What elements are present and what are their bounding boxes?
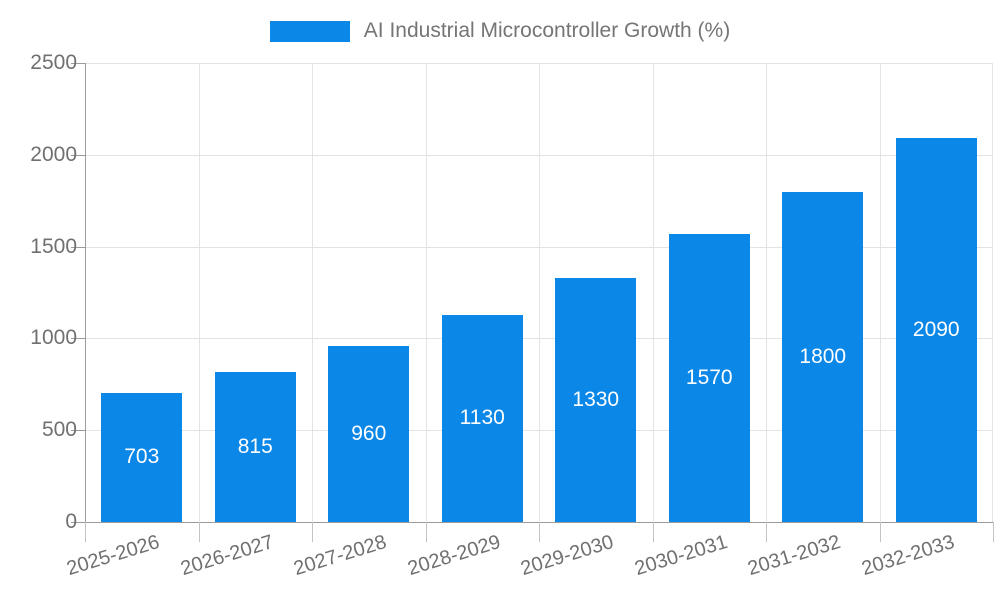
x-axis-category-label: 2029-2030 (518, 531, 617, 581)
bar-value-label: 703 (124, 445, 160, 469)
y-axis-tick-label: 2500 (30, 51, 77, 74)
bar-value-label: 815 (237, 435, 273, 459)
y-axis-line (85, 63, 86, 542)
x-axis-tick (766, 522, 767, 542)
y-axis-tick (71, 246, 85, 248)
x-axis-tick (198, 522, 200, 542)
x-axis-category-label: 2028-2029 (404, 531, 503, 581)
gridline-vertical (992, 63, 993, 522)
x-axis-tick (879, 522, 881, 542)
gridline-vertical (425, 63, 427, 522)
x-axis-category-label: 2031-2032 (745, 531, 844, 581)
x-axis-tick (652, 522, 654, 542)
x-axis-category-label: 2027-2028 (291, 531, 390, 581)
gridline-vertical (539, 63, 540, 522)
x-axis-category-label: 2032-2033 (858, 531, 957, 581)
x-axis-category-label: 2025-2026 (64, 531, 163, 581)
bar-value-label: 1330 (572, 387, 620, 411)
x-axis-tick (312, 522, 313, 542)
x-axis-category-label: 2030-2031 (631, 531, 730, 581)
gridline-vertical (766, 63, 767, 522)
bar: 1330 (555, 277, 637, 522)
bar: 1570 (668, 233, 750, 522)
plot-area: 703 815 960 1130 1330 1570 1800 2090 (85, 63, 993, 522)
bar-value-label: 1570 (685, 365, 733, 389)
bar: 1130 (441, 314, 523, 522)
bar: 1800 (782, 191, 864, 522)
bar-value-label: 2090 (912, 318, 960, 342)
x-axis-tick (85, 522, 86, 542)
y-axis-tick-label: 500 (41, 418, 77, 442)
gridline-vertical (198, 63, 200, 522)
y-axis-tick-label: 2000 (30, 142, 77, 166)
bar-value-label: 1130 (459, 406, 505, 430)
bar-value-label: 960 (351, 421, 387, 445)
bar: 703 (101, 392, 183, 522)
gridline-vertical (879, 63, 881, 522)
y-axis-tick (71, 430, 85, 432)
gridline-vertical (652, 63, 654, 522)
gridline-vertical (312, 63, 313, 522)
bar: 815 (214, 372, 296, 522)
bar: 960 (328, 345, 410, 522)
y-axis-tick (71, 154, 85, 156)
bar-value-label: 1800 (799, 344, 847, 368)
bar: 2090 (895, 138, 977, 522)
y-axis-tick-label: 1000 (30, 326, 77, 350)
y-axis-tick (71, 63, 85, 64)
y-axis-tick (71, 338, 85, 340)
x-axis-tick (425, 522, 427, 542)
x-axis-tick (993, 522, 994, 542)
y-axis-tick-label: 1500 (30, 234, 77, 258)
chart-title: AI Industrial Microcontroller Growth (%) (363, 19, 731, 42)
y-axis-tick (71, 522, 85, 523)
legend-swatch (269, 20, 350, 42)
x-axis-category-label: 2026-2027 (177, 531, 276, 581)
x-axis-tick (539, 522, 540, 542)
legend: AI Industrial Microcontroller Growth (%) (0, 18, 1000, 44)
y-axis-tick-label: 0 (65, 510, 77, 533)
